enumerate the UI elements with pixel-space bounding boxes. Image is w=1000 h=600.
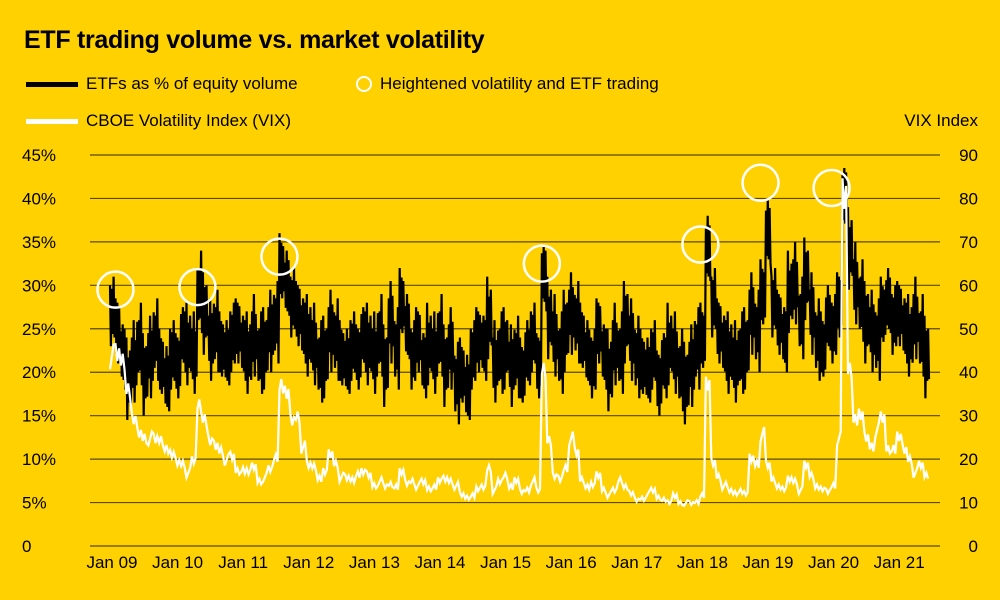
highlight-circle [741,163,780,203]
y-left-tick-label: 45% [22,146,56,165]
y-right-tick-label: 70 [959,233,978,252]
y-left-tick-label: 5% [22,494,47,513]
y-right-tick-label: 0 [969,537,978,556]
x-tick-label: Jan 14 [414,553,465,572]
y-right-tick-label: 90 [959,146,978,165]
x-tick-label: Jan 18 [677,553,728,572]
y-right-tick-label: 50 [959,320,978,339]
highlight-circle [260,237,299,276]
y-right-tick-label: 20 [959,450,978,469]
x-tick-label: Jan 09 [86,553,137,572]
white-line-swatch-icon [26,118,78,124]
highlight-circle [178,267,217,307]
highlight-circle [96,270,135,309]
y-left-tick-label: 25% [22,320,56,339]
y-left-tick-label: 40% [22,189,56,208]
y-left-tick-label: 20% [22,363,56,382]
circle-marker-icon [356,76,372,92]
x-tick-label: Jan 11 [218,553,268,572]
legend-vix: CBOE Volatility Index (VIX) [26,111,291,131]
y-right-tick-label: 30 [959,407,978,426]
x-tick-label: Jan 10 [152,553,203,572]
x-tick-label: Jan 13 [349,553,400,572]
legend-etf: ETFs as % of equity volume [26,74,298,94]
y-right-tick-label: 10 [959,494,978,513]
x-tick-label: Jan 21 [874,553,925,572]
y-right-tick-label: 60 [959,276,978,295]
x-tick-label: Jan 17 [611,553,662,572]
y-left-tick-label: 35% [22,233,56,252]
x-tick-label: Jan 19 [742,553,793,572]
legend-etf-label: ETFs as % of equity volume [86,74,298,93]
x-tick-label: Jan 12 [283,553,334,572]
legend-circles: Heightened volatility and ETF trading [356,74,659,94]
x-tick-label: Jan 20 [808,553,859,572]
right-axis-title: VIX Index [904,111,978,130]
highlight-circle [681,225,720,264]
y-right-tick-label: 40 [959,363,978,382]
x-tick-label: Jan 15 [480,553,531,572]
legend-vix-label: CBOE Volatility Index (VIX) [86,111,292,130]
etf-series-line [108,167,931,425]
vix-series-line [108,178,930,508]
y-right-tick-label: 80 [959,189,978,208]
highlight-circle [522,244,562,283]
legend-circles-label: Heightened volatility and ETF trading [380,74,659,93]
x-tick-label: Jan 16 [546,553,597,572]
y-left-tick-label: 10% [22,450,56,469]
chart-title: ETF trading volume vs. market volatility [24,26,485,54]
highlight-circle [812,168,851,208]
y-left-tick-label: 15% [22,407,56,426]
black-line-swatch-icon [26,81,78,87]
y-left-tick-label: 0 [22,537,31,556]
y-left-tick-label: 30% [22,276,56,295]
